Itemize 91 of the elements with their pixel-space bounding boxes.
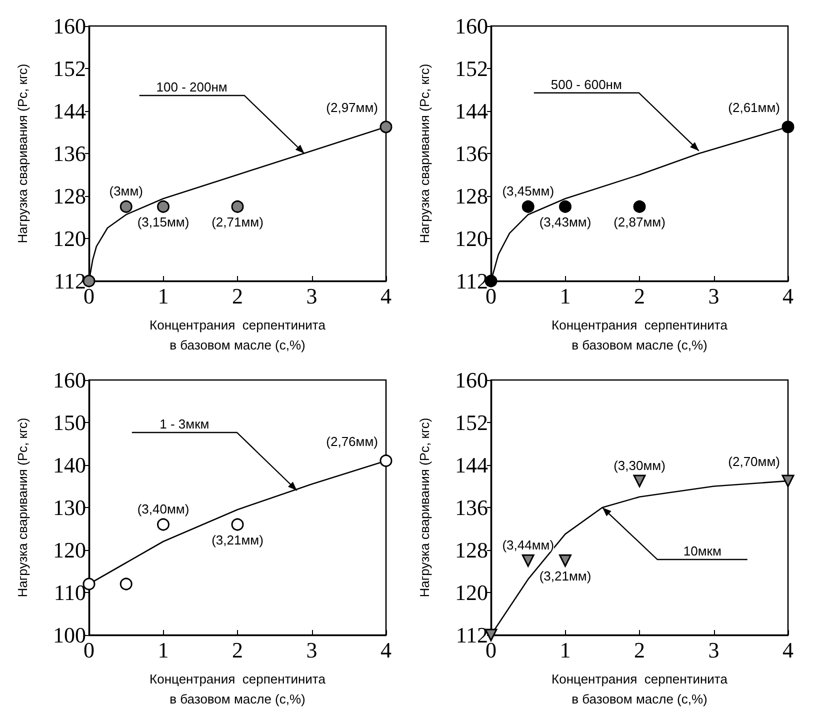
x-tick-label: 2 — [232, 284, 243, 308]
x-axis-title: Концентрания серпентинита в базовом масле (с,%) — [552, 318, 728, 352]
x-tick-label: 0 — [84, 638, 94, 662]
x-tick-label: 4 — [380, 638, 392, 662]
point — [633, 474, 646, 488]
annotation: (2,76мм) — [326, 434, 378, 449]
x-tick-label: 1 — [158, 284, 169, 308]
point — [380, 454, 392, 467]
point — [157, 518, 170, 531]
x-tick-label: 0 — [486, 284, 496, 308]
y-axis-title: Нагрузка сваривания (Рс, кгс) — [15, 64, 30, 244]
x-tick-label: 4 — [782, 638, 794, 662]
annotation: (3,21мм) — [539, 568, 592, 584]
point — [782, 120, 794, 134]
y-tick-label: 152 — [53, 56, 86, 81]
y-tick-label: 152 — [455, 410, 488, 435]
annotation: (3,45мм) — [502, 184, 554, 199]
x-tick-label: 3 — [708, 284, 720, 308]
y-tick-label: 136 — [455, 141, 488, 166]
y-tick-label: 112 — [456, 622, 488, 648]
point — [231, 518, 244, 531]
y-tick-label: 128 — [455, 184, 488, 208]
x-tick-label: 2 — [232, 638, 243, 662]
y-tick-label: 160 — [53, 368, 86, 392]
annotation: 1 - 3мкм — [160, 416, 210, 432]
x-tick-label: 0 — [84, 284, 94, 308]
x-tick-label: 4 — [782, 284, 794, 308]
y-axis-title: Нагрузка сваривания (Рс, кгс) — [417, 64, 432, 244]
y-tick-label: 110 — [54, 580, 86, 605]
x-tick-label: 1 — [158, 638, 169, 662]
point — [231, 200, 244, 213]
x-axis-title: Концентрания серпентинита в базовом масле (с,%) — [552, 672, 728, 706]
x-tick-label: 4 — [380, 284, 392, 308]
annotation: (2,61мм) — [728, 100, 780, 115]
y-tick-label: 130 — [53, 495, 86, 520]
y-tick-label: 112 — [456, 268, 488, 294]
point — [380, 120, 392, 134]
annotation: (2,70мм) — [728, 454, 780, 469]
y-axis-title: Нагрузка сваривания (Рс, кгс) — [417, 418, 432, 598]
y-tick-label: 144 — [455, 452, 488, 478]
x-tick-label: 0 — [486, 638, 496, 662]
x-tick-label: 3 — [306, 638, 318, 662]
y-tick-label: 120 — [53, 538, 86, 562]
y-tick-label: 120 — [455, 226, 488, 251]
annotation: (2,87мм) — [614, 214, 666, 230]
x-tick-label: 1 — [560, 284, 571, 308]
y-tick-label: 144 — [455, 98, 488, 124]
annotation: (3,30мм) — [614, 458, 666, 473]
point — [120, 200, 132, 213]
x-tick-label: 3 — [708, 638, 720, 662]
point — [782, 474, 794, 488]
annotation: (3,21мм) — [212, 532, 264, 548]
y-tick-label: 136 — [455, 495, 488, 520]
y-tick-label: 112 — [54, 268, 86, 294]
x-axis-title: Концентрания серпентинита в базовом масле (с,%) — [150, 672, 326, 706]
annotation: (2,97мм) — [326, 100, 378, 115]
point — [157, 200, 170, 213]
y-tick-label: 128 — [53, 184, 86, 208]
y-tick-label: 150 — [53, 410, 86, 435]
x-tick-label: 2 — [634, 284, 645, 308]
point — [633, 200, 646, 213]
y-axis-title: Нагрузка сваривания (Рс, кгс) — [15, 418, 30, 598]
point — [120, 578, 132, 590]
x-tick-label: 1 — [560, 638, 571, 662]
point — [522, 554, 534, 567]
y-tick-label: 120 — [455, 580, 488, 605]
y-tick-label: 136 — [53, 141, 86, 166]
annotation: (2,71мм) — [212, 214, 264, 230]
x-tick-label: 3 — [306, 284, 318, 308]
annotation: 100 - 200нм — [156, 80, 228, 94]
annotation: (3,15мм) — [137, 214, 190, 230]
annotation: (3,44мм) — [502, 538, 554, 553]
point — [559, 554, 572, 567]
y-tick-label: 128 — [455, 538, 488, 562]
x-tick-label: 2 — [634, 638, 645, 662]
y-tick-label: 160 — [53, 14, 86, 38]
y-tick-label: 100 — [53, 622, 86, 648]
annotation: (3,40мм) — [137, 502, 190, 516]
annotation: 500 - 600нм — [550, 76, 622, 92]
y-tick-label: 152 — [455, 56, 488, 81]
annotation: 10мкм — [683, 544, 722, 558]
y-tick-label: 160 — [455, 14, 488, 38]
x-axis-title: Концентрания серпентинита в базовом масле (с,%) — [150, 318, 326, 352]
point — [559, 200, 572, 213]
y-tick-label: 160 — [455, 368, 488, 392]
point — [522, 200, 534, 213]
annotation: (3,43мм) — [539, 214, 592, 230]
y-tick-label: 144 — [53, 98, 86, 124]
annotation: (3мм) — [109, 184, 144, 199]
y-tick-label: 120 — [53, 226, 86, 251]
y-tick-label: 140 — [53, 452, 86, 478]
